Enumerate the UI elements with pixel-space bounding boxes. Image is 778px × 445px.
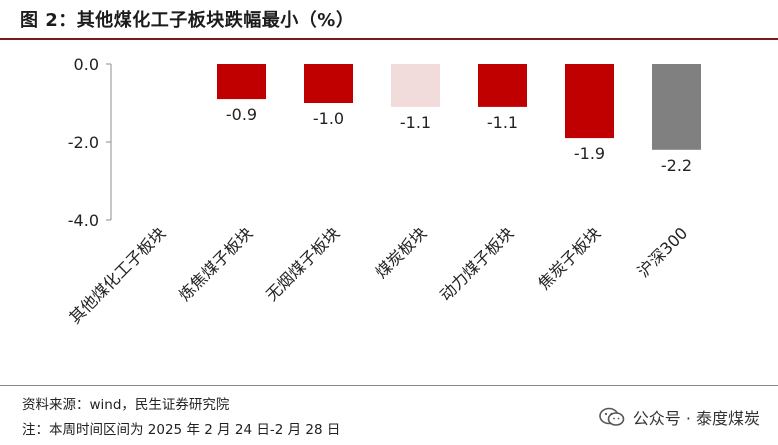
y-tick-label: -4.0 <box>68 211 99 230</box>
bar <box>304 64 353 103</box>
x-tick-label: 无烟煤子板块 <box>262 223 343 304</box>
chart-title: 图 2：其他煤化工子板块跌幅最小（%） <box>20 10 355 31</box>
bar <box>565 64 614 139</box>
watermark: 公众号 · 泰度煤炭 <box>598 405 760 429</box>
data-label: -1.9 <box>574 144 605 163</box>
data-label: -1.1 <box>400 113 431 132</box>
x-tick-label: 煤炭板块 <box>372 223 431 282</box>
x-tick-label: 炼焦煤子板块 <box>175 223 256 304</box>
data-label: -1.0 <box>313 109 344 128</box>
y-tick-label: 0.0 <box>74 55 99 74</box>
bar <box>391 64 440 107</box>
data-label: -1.1 <box>487 113 518 132</box>
y-tick-label: -2.0 <box>68 133 99 152</box>
x-tick-label: 其他煤化工子板块 <box>65 223 169 327</box>
data-label: -2.2 <box>661 156 692 175</box>
data-label: -0.9 <box>226 105 257 124</box>
wechat-icon <box>598 407 625 426</box>
footer-divider <box>0 385 778 386</box>
watermark-text: 公众号 · 泰度煤炭 <box>632 409 760 428</box>
bar <box>478 64 527 107</box>
bar <box>652 64 701 150</box>
bar <box>217 64 266 100</box>
period-note: 注：本周时间区间为 2025 年 2 月 24 日-2 月 28 日 <box>22 422 341 438</box>
x-tick-label: 焦炭子板块 <box>534 223 604 293</box>
x-tick-label: 动力煤子板块 <box>436 223 517 304</box>
title-bar: 图 2：其他煤化工子板块跌幅最小（%） <box>0 0 778 40</box>
x-tick-label: 沪深300 <box>634 223 692 281</box>
source-note: 资料来源：wind，民生证券研究院 <box>22 397 230 413</box>
